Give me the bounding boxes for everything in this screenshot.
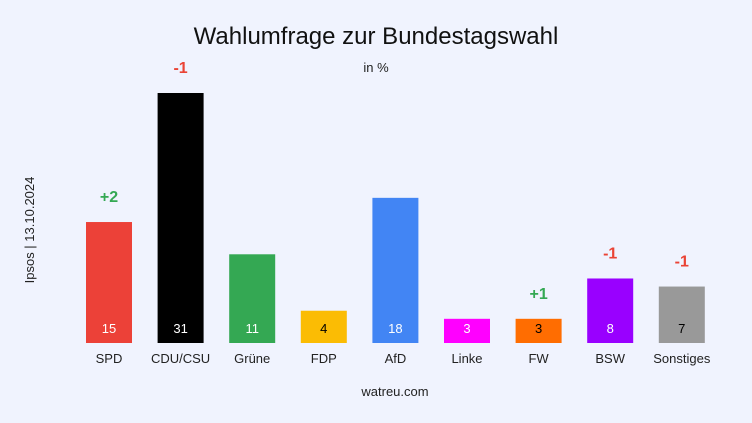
change-label: -1: [675, 254, 689, 271]
x-tick-label: FW: [528, 351, 549, 366]
bar-value-label: 15: [102, 321, 116, 336]
chart-subtitle: in %: [363, 60, 389, 75]
bar-value-label: 31: [173, 321, 187, 336]
change-label: +2: [100, 189, 118, 206]
bar-value-label: 8: [607, 321, 614, 336]
change-label: -1: [173, 60, 187, 77]
x-tick-label: BSW: [595, 351, 625, 366]
source-label: watreu.com: [360, 384, 428, 399]
bar-value-label: 18: [388, 321, 402, 336]
change-label: +1: [529, 286, 547, 303]
bar: [587, 278, 634, 343]
bar-value-label: 4: [320, 321, 327, 336]
x-tick-label: FDP: [311, 351, 337, 366]
x-tick-label: Grüne: [234, 351, 270, 366]
y-axis-label: Ipsos | 13.10.2024: [22, 177, 37, 284]
bar: [515, 318, 562, 343]
bar: [157, 93, 204, 343]
chart-title: Wahlumfrage zur Bundestagswahl: [194, 23, 559, 50]
bar-value-label: 3: [535, 321, 542, 336]
bar: [372, 197, 419, 343]
bars-layer: 15 SPD +2 31 CDU/CSU -1 11 Grüne 4 FDP 18 AfD 3 Linke…: [86, 60, 711, 366]
bar: [658, 286, 705, 343]
change-label: -1: [603, 245, 617, 262]
bar-value-label: 3: [463, 321, 470, 336]
bar-value-label: 11: [245, 321, 259, 336]
bar-value-label: 7: [678, 321, 685, 336]
bar: [86, 222, 132, 343]
bar: [229, 254, 276, 343]
bar: [300, 310, 347, 343]
x-tick-label: Sonstiges: [653, 351, 711, 366]
bar: [444, 318, 490, 343]
x-tick-label: SPD: [96, 351, 123, 366]
x-tick-label: Linke: [451, 351, 482, 366]
x-tick-label: CDU/CSU: [151, 351, 210, 366]
x-tick-label: AfD: [385, 351, 407, 366]
